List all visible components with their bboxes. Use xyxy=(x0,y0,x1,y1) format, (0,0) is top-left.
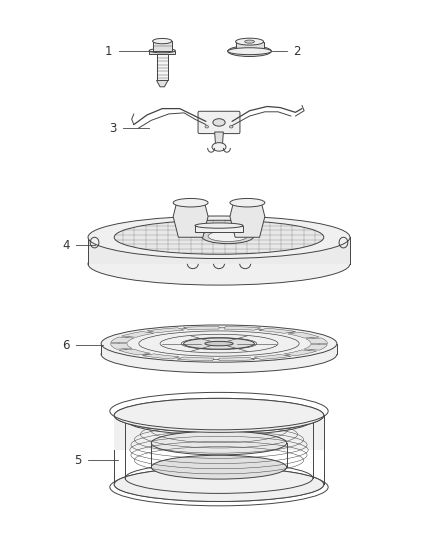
Polygon shape xyxy=(195,225,243,232)
Ellipse shape xyxy=(88,216,350,259)
Ellipse shape xyxy=(213,119,225,126)
Polygon shape xyxy=(184,327,219,330)
Polygon shape xyxy=(88,237,350,264)
Text: 5: 5 xyxy=(74,454,81,466)
Polygon shape xyxy=(177,357,214,361)
Text: 3: 3 xyxy=(109,122,117,135)
Polygon shape xyxy=(101,344,337,354)
Text: 1: 1 xyxy=(105,45,112,58)
Text: 2: 2 xyxy=(293,45,301,58)
Polygon shape xyxy=(230,203,265,237)
Ellipse shape xyxy=(212,143,226,151)
Polygon shape xyxy=(156,80,168,87)
Polygon shape xyxy=(284,350,317,356)
Ellipse shape xyxy=(101,336,337,373)
Ellipse shape xyxy=(152,38,172,44)
Polygon shape xyxy=(306,338,328,344)
Polygon shape xyxy=(119,349,150,355)
Polygon shape xyxy=(288,332,319,338)
Ellipse shape xyxy=(205,125,208,128)
Ellipse shape xyxy=(205,341,233,346)
Ellipse shape xyxy=(88,243,350,285)
Ellipse shape xyxy=(208,231,247,241)
Ellipse shape xyxy=(236,38,264,45)
Ellipse shape xyxy=(201,229,254,244)
Ellipse shape xyxy=(114,398,324,432)
FancyBboxPatch shape xyxy=(198,111,240,134)
Polygon shape xyxy=(121,332,154,337)
Polygon shape xyxy=(147,328,184,333)
Ellipse shape xyxy=(114,220,324,254)
FancyBboxPatch shape xyxy=(149,51,175,54)
Polygon shape xyxy=(142,354,179,359)
Ellipse shape xyxy=(230,198,265,207)
Polygon shape xyxy=(259,328,296,333)
Polygon shape xyxy=(219,357,254,361)
Ellipse shape xyxy=(151,455,287,479)
Ellipse shape xyxy=(101,325,337,362)
Ellipse shape xyxy=(228,48,272,55)
Text: 6: 6 xyxy=(62,338,70,352)
Text: 4: 4 xyxy=(62,239,70,252)
Polygon shape xyxy=(224,327,261,330)
Polygon shape xyxy=(110,344,132,349)
Ellipse shape xyxy=(114,467,324,502)
Ellipse shape xyxy=(173,198,208,207)
FancyBboxPatch shape xyxy=(152,41,172,51)
Ellipse shape xyxy=(149,49,175,53)
Ellipse shape xyxy=(151,431,287,455)
Polygon shape xyxy=(254,354,291,359)
Polygon shape xyxy=(111,337,134,343)
FancyBboxPatch shape xyxy=(156,51,168,80)
Ellipse shape xyxy=(230,125,233,128)
Polygon shape xyxy=(114,415,324,450)
Ellipse shape xyxy=(228,46,272,56)
Polygon shape xyxy=(173,203,208,237)
Ellipse shape xyxy=(184,338,254,349)
Ellipse shape xyxy=(245,40,254,43)
Polygon shape xyxy=(215,132,223,144)
Ellipse shape xyxy=(195,223,243,228)
Polygon shape xyxy=(304,344,327,350)
Polygon shape xyxy=(236,42,264,51)
